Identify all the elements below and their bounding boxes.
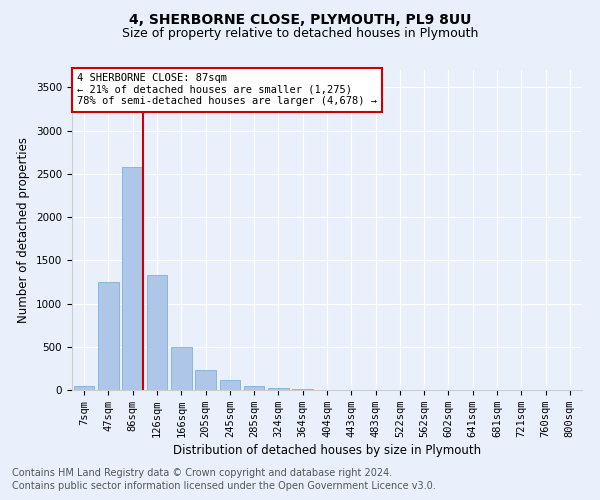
Bar: [146, 275, 167, 390]
Bar: [171, 347, 191, 390]
X-axis label: Distribution of detached houses by size in Plymouth: Distribution of detached houses by size …: [173, 444, 481, 457]
Text: 4, SHERBORNE CLOSE, PLYMOUTH, PL9 8UU: 4, SHERBORNE CLOSE, PLYMOUTH, PL9 8UU: [129, 12, 471, 26]
Text: Contains public sector information licensed under the Open Government Licence v3: Contains public sector information licen…: [12, 481, 436, 491]
Text: Size of property relative to detached houses in Plymouth: Size of property relative to detached ho…: [122, 28, 478, 40]
Bar: [244, 386, 265, 390]
Bar: [195, 370, 216, 390]
Y-axis label: Number of detached properties: Number of detached properties: [17, 137, 31, 323]
Bar: [122, 167, 143, 390]
Bar: [74, 386, 94, 390]
Text: Contains HM Land Registry data © Crown copyright and database right 2024.: Contains HM Land Registry data © Crown c…: [12, 468, 392, 477]
Bar: [98, 282, 119, 390]
Bar: [220, 380, 240, 390]
Bar: [268, 388, 289, 390]
Bar: [292, 389, 313, 390]
Text: 4 SHERBORNE CLOSE: 87sqm
← 21% of detached houses are smaller (1,275)
78% of sem: 4 SHERBORNE CLOSE: 87sqm ← 21% of detach…: [77, 73, 377, 106]
